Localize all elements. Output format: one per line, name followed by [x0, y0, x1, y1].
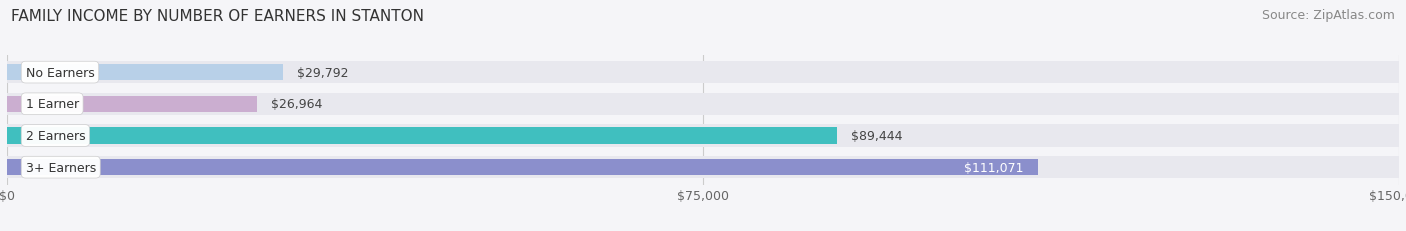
Text: Source: ZipAtlas.com: Source: ZipAtlas.com: [1261, 9, 1395, 22]
Bar: [7, 125, 1399, 147]
Text: No Earners: No Earners: [25, 66, 94, 79]
Text: $26,964: $26,964: [271, 98, 322, 111]
Bar: [7, 93, 1399, 116]
Bar: [7, 62, 1399, 84]
Bar: [7, 65, 284, 81]
Text: 2 Earners: 2 Earners: [25, 129, 86, 142]
Bar: [7, 96, 257, 112]
Text: 3+ Earners: 3+ Earners: [25, 161, 96, 174]
Bar: [7, 156, 1399, 179]
Text: $89,444: $89,444: [851, 129, 903, 142]
Text: $29,792: $29,792: [298, 66, 349, 79]
Bar: [7, 159, 1038, 176]
Text: FAMILY INCOME BY NUMBER OF EARNERS IN STANTON: FAMILY INCOME BY NUMBER OF EARNERS IN ST…: [11, 9, 425, 24]
Text: 1 Earner: 1 Earner: [25, 98, 79, 111]
Bar: [7, 128, 837, 144]
Text: $111,071: $111,071: [965, 161, 1024, 174]
